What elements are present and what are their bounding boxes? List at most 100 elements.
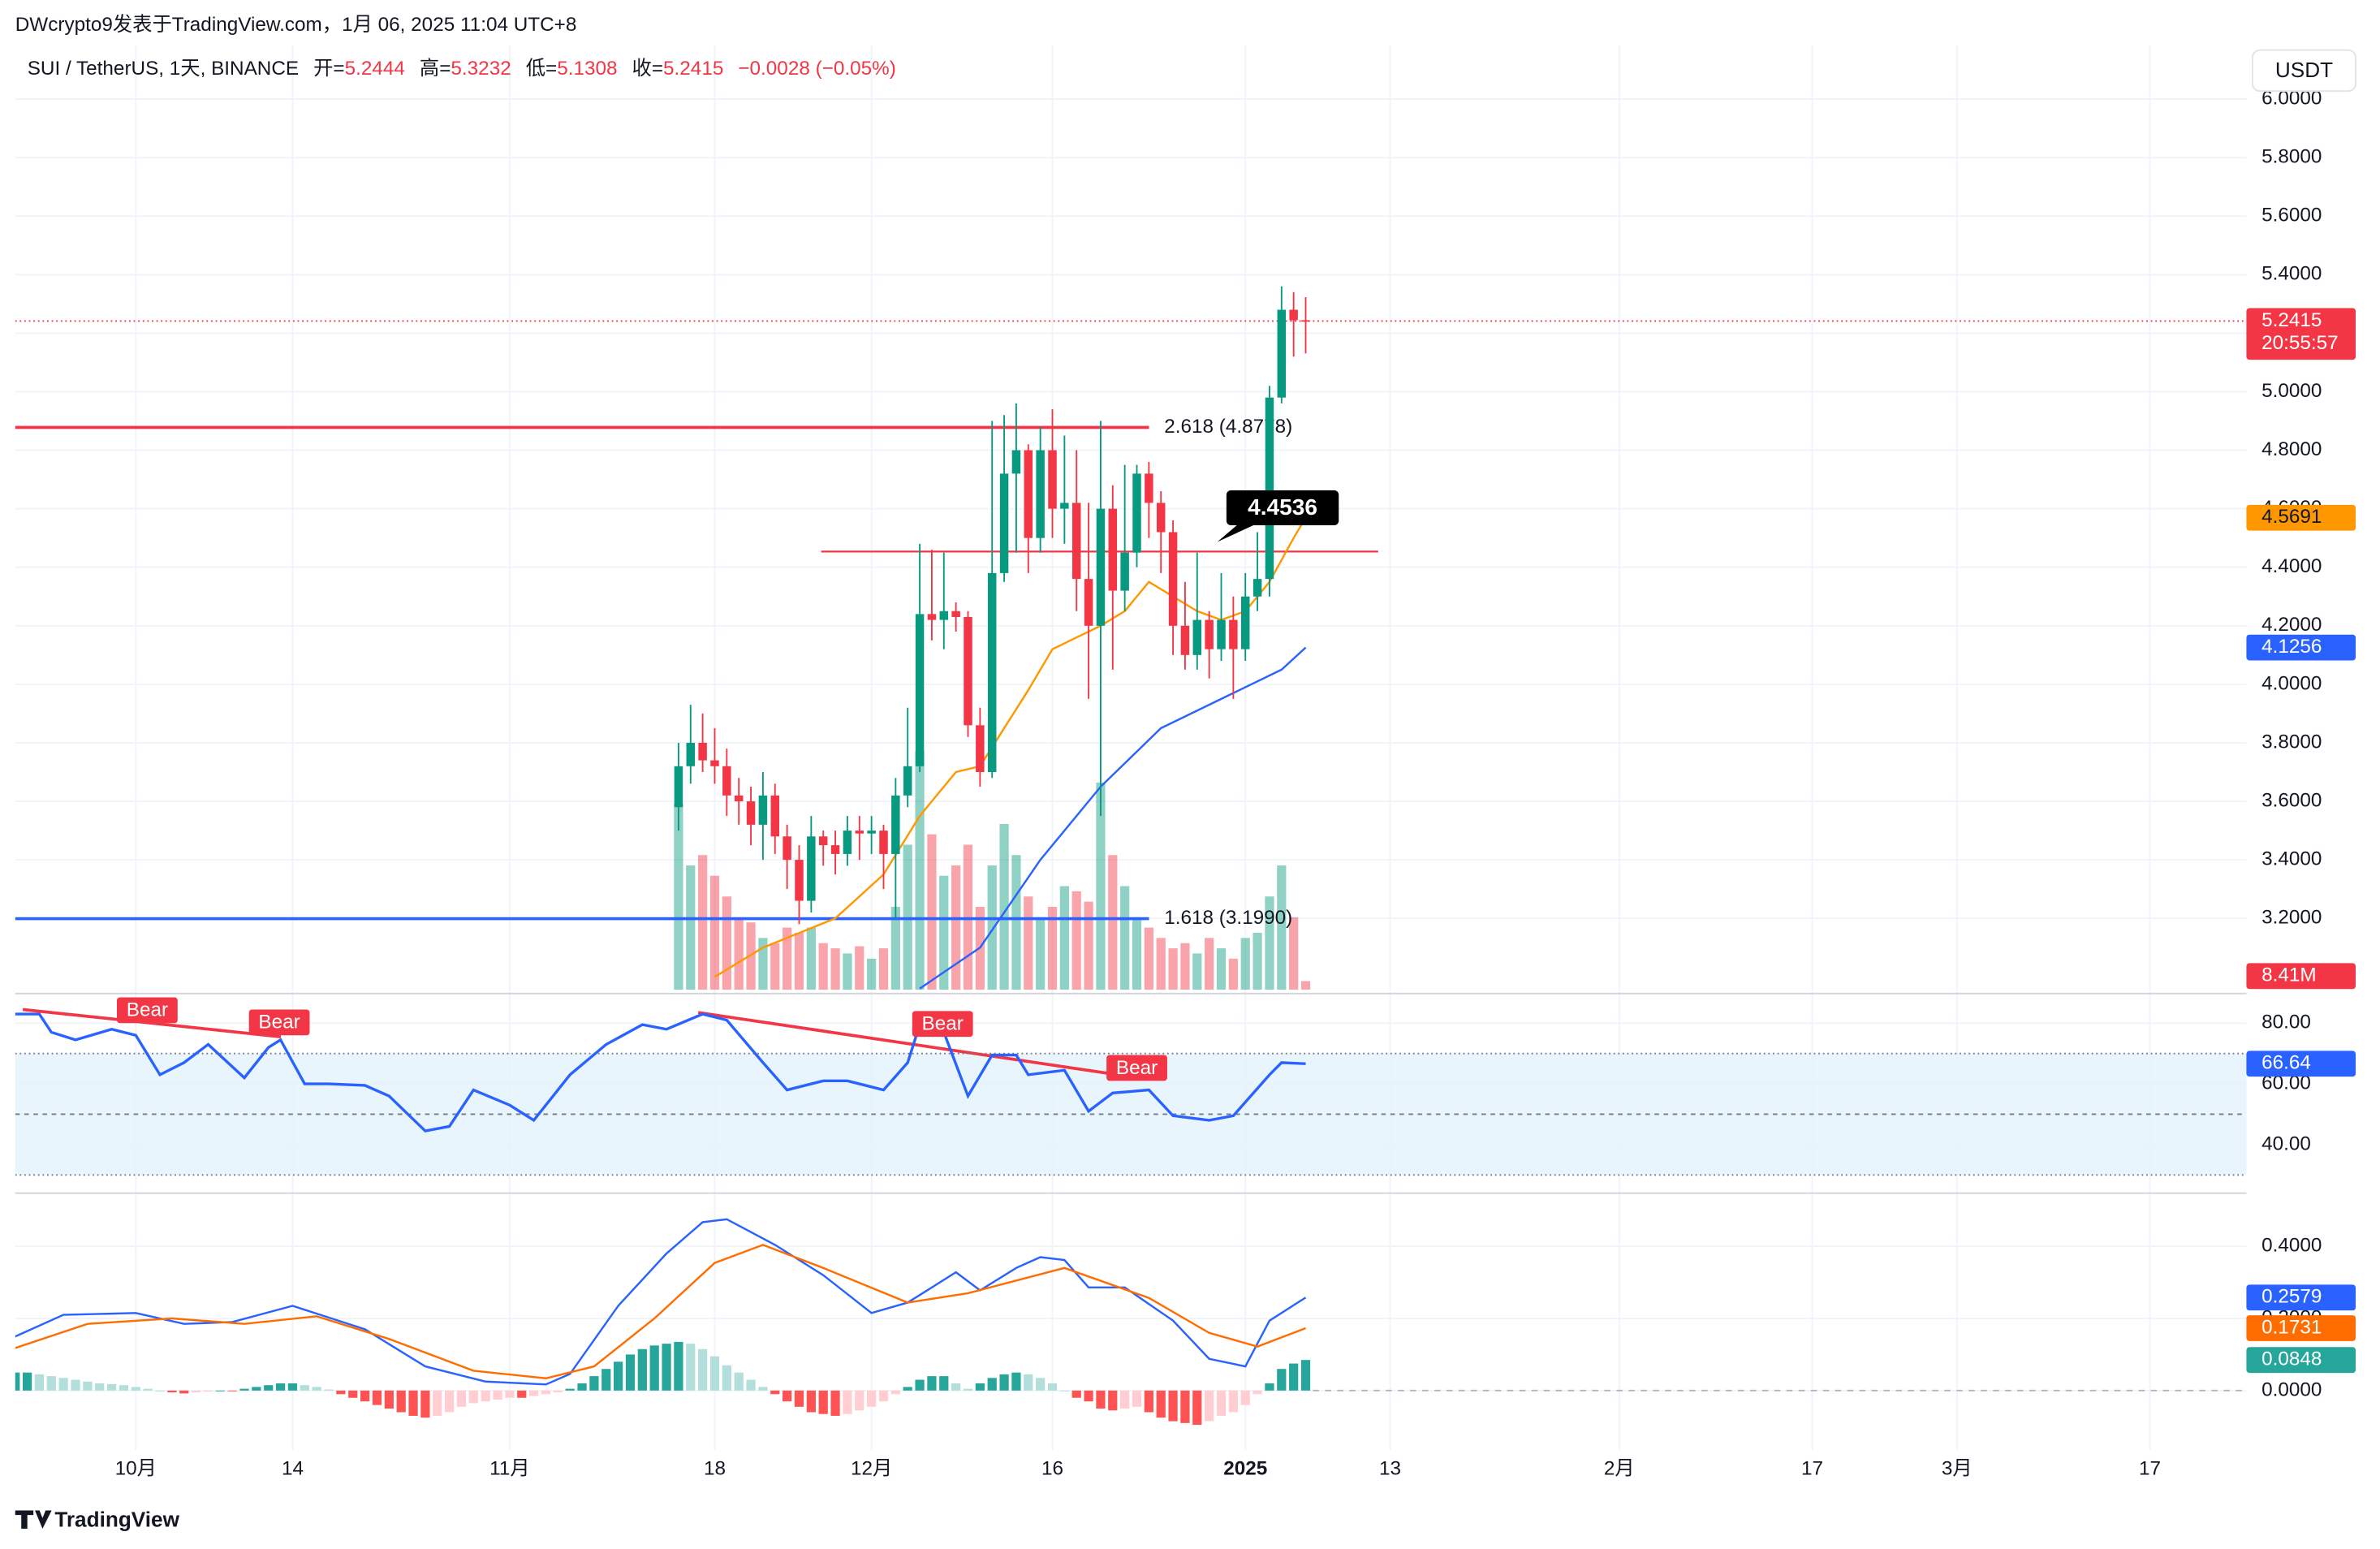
annotation-label: Bear — [922, 1013, 964, 1035]
callout-box — [1226, 490, 1339, 525]
divergence-line — [697, 1011, 1139, 1080]
macd-histogram-bar — [867, 1390, 877, 1407]
macd-histogram-bar — [1120, 1390, 1130, 1409]
macd-histogram-bar — [106, 1383, 117, 1391]
macd-histogram-bar — [565, 1388, 575, 1391]
volume-bar — [1253, 932, 1262, 990]
currency-label[interactable]: USDT — [2275, 58, 2333, 82]
volume-bar — [1216, 948, 1227, 990]
overlay: 4.4536 — [1217, 490, 1339, 542]
macd-histogram-bar — [493, 1390, 502, 1400]
candle-body — [1289, 309, 1298, 321]
volume-bar — [674, 803, 683, 990]
y-tick-label: 0.4000 — [2261, 1235, 2322, 1257]
macd-histogram-bar — [445, 1390, 455, 1413]
macd-histogram-bar — [324, 1389, 334, 1391]
candle-body — [1205, 619, 1214, 649]
volume-bar — [1240, 938, 1250, 990]
macd-histogram-bar — [1180, 1390, 1190, 1423]
candle-body — [1060, 503, 1069, 509]
candle-body — [976, 725, 985, 772]
macd-histogram-bar — [1265, 1383, 1274, 1391]
macd-histogram-bar — [252, 1387, 261, 1391]
volume-bar — [927, 834, 937, 990]
candle-body — [783, 836, 791, 861]
annotation-label: Bear — [1116, 1057, 1158, 1079]
y-tick-label: 4.2000 — [2261, 614, 2322, 636]
x-tick-label: 2月 — [1604, 1457, 1635, 1479]
macd-histogram-bar — [58, 1378, 68, 1391]
y-tick-label: 4.0000 — [2261, 672, 2322, 694]
volume-bar — [722, 896, 731, 990]
macd-histogram-bar — [1011, 1372, 1021, 1391]
axes: 10月 14 11月 18 12月 16 2025 13 2月 17 3月 17 3.2000 3.400… — [115, 87, 2356, 1479]
candle-body — [830, 845, 840, 854]
y-tick-label: 4.4000 — [2261, 555, 2322, 577]
macd-histogram-bar — [1132, 1390, 1142, 1407]
macd-histogram-bar — [239, 1388, 249, 1391]
macd-histogram-bar — [589, 1376, 599, 1391]
x-tick-label: 3月 — [1942, 1457, 1973, 1479]
volume-bar — [1300, 981, 1311, 990]
fib-label: 1.618 (3.1990) — [1164, 907, 1292, 929]
volume-bar — [1144, 927, 1153, 990]
macd-histogram-bar — [179, 1390, 189, 1394]
macd-histogram-bar — [939, 1376, 949, 1391]
macd-histogram-bar — [15, 1372, 20, 1391]
x-tick-label: 10月 — [115, 1457, 157, 1479]
macd-histogram-bar — [143, 1388, 153, 1391]
price-box — [2246, 504, 2356, 531]
macd-histogram-bar — [1047, 1383, 1058, 1391]
macd-histogram-bar — [1071, 1390, 1081, 1398]
macd-histogram-bar — [1036, 1378, 1046, 1391]
candle-body — [891, 795, 900, 854]
candle-body — [1265, 397, 1274, 580]
macd-histogram-bar — [167, 1390, 177, 1393]
macd-histogram-bar — [577, 1383, 587, 1391]
macd-histogram-bar — [468, 1390, 478, 1404]
macd-histogram-bar — [625, 1354, 636, 1391]
candle-body — [1240, 596, 1250, 649]
candle-body — [686, 742, 696, 766]
macd-histogram-bar — [903, 1387, 912, 1391]
x-tick-label: 11月 — [489, 1457, 530, 1479]
candle-body — [1108, 508, 1118, 591]
volume-bar — [1120, 886, 1130, 990]
macd-histogram-bar — [698, 1348, 708, 1391]
macd-histogram-bar — [191, 1390, 201, 1393]
callout-pointer — [1217, 524, 1257, 542]
macd-histogram-bar — [95, 1383, 105, 1391]
macd-histogram-bar — [264, 1385, 274, 1391]
y-tick-label: 5.0000 — [2261, 380, 2322, 402]
macd-histogram-bar — [783, 1390, 792, 1402]
volume-bar — [890, 907, 900, 990]
macd-histogram-bar — [203, 1390, 213, 1392]
macd-histogram-bar — [517, 1390, 527, 1398]
volume-bar — [709, 875, 720, 990]
volume-bar — [939, 875, 949, 990]
volume-bar — [1277, 865, 1287, 990]
macd-line — [15, 1244, 1306, 1379]
annotation-label: Bear — [258, 1012, 300, 1033]
currency-button[interactable] — [2251, 49, 2356, 93]
candle-body — [855, 831, 864, 834]
macd-histogram-bar — [1024, 1374, 1033, 1391]
macd-histogram-bar — [384, 1390, 394, 1409]
volume-bar — [1024, 896, 1033, 990]
macd-histogram-bar — [637, 1348, 647, 1391]
header-title: DWcrypto9发表于TradingView.com，1月 06, 2025 … — [15, 14, 577, 36]
y-tick-label: 5.4000 — [2261, 263, 2322, 285]
annotation-label: Bear — [127, 999, 168, 1021]
macd-histogram-bar — [975, 1383, 985, 1391]
volume-bar — [758, 938, 768, 990]
candle-body — [867, 831, 876, 834]
macd-histogram-bar — [360, 1390, 370, 1402]
price-box — [2246, 1051, 2356, 1077]
candle-body — [1156, 503, 1166, 533]
price-box — [2246, 963, 2356, 990]
x-tick-label: 14 — [282, 1457, 304, 1479]
macd-histogram-bar — [46, 1376, 56, 1391]
annotation-box — [248, 1009, 310, 1036]
volume-bar — [770, 943, 780, 990]
